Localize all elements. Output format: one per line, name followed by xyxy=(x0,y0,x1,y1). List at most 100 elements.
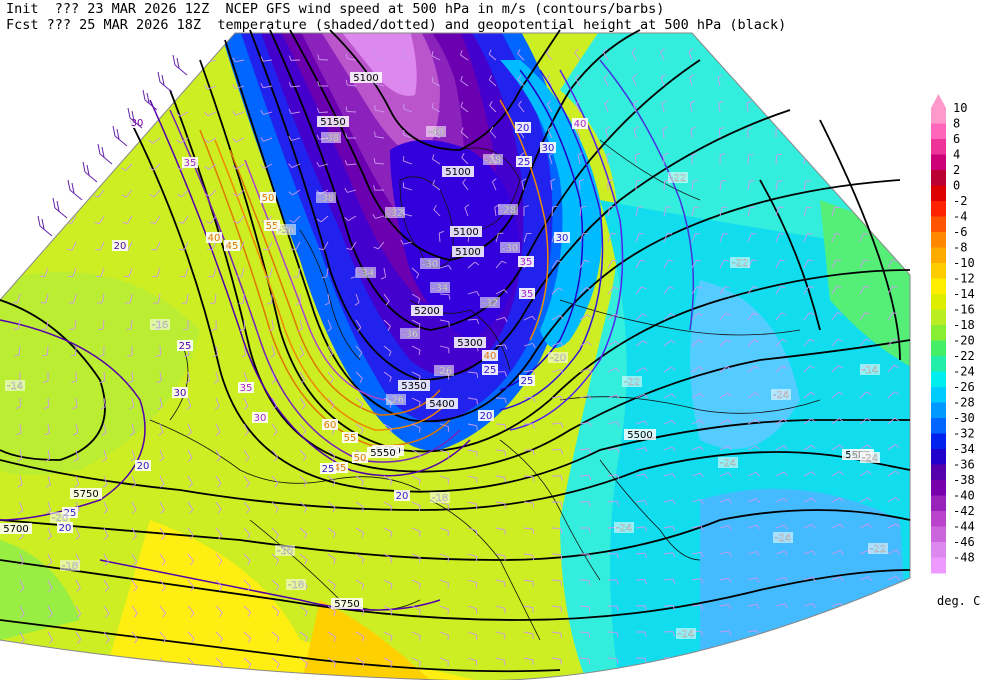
wind-barb xyxy=(831,550,841,555)
temp-label: -22 xyxy=(670,173,686,184)
wind-barb-flag xyxy=(129,406,134,410)
wind-barb xyxy=(635,393,645,399)
wind-barb xyxy=(243,631,251,639)
wind-barb-flag xyxy=(274,456,278,462)
wind-barb xyxy=(489,105,497,113)
wind-barb-flag xyxy=(774,74,780,78)
wind-barb xyxy=(75,475,80,485)
wind-barb-flag xyxy=(717,74,723,78)
wind-barb xyxy=(803,629,813,633)
wind-barb xyxy=(12,85,21,92)
wind-barb xyxy=(375,215,385,219)
wind-barb xyxy=(523,501,534,504)
wind-barb xyxy=(271,501,279,509)
wind-barb-flag xyxy=(588,368,592,373)
wind-barb xyxy=(576,129,581,139)
wind-barb xyxy=(179,59,189,64)
wind-barb-flag xyxy=(387,326,391,331)
wind-barb-flag xyxy=(184,354,190,358)
wind-barb xyxy=(467,553,477,557)
wind-barb-flag xyxy=(886,48,892,52)
wind-barb xyxy=(439,293,450,296)
wind-barb-flag xyxy=(838,365,843,369)
wind-barb-flag xyxy=(859,74,865,78)
wind-barb xyxy=(243,371,248,381)
wind-label-bg xyxy=(224,240,240,251)
wind-barb-flag xyxy=(896,655,900,660)
wind-barb-flag xyxy=(316,107,320,113)
wind-barb-flag xyxy=(867,576,872,581)
wind-barb xyxy=(411,319,421,325)
wind-barb-flag xyxy=(94,221,100,225)
wind-barb-flag xyxy=(133,561,138,566)
wind-barb xyxy=(886,50,889,61)
wind-barb xyxy=(103,527,109,537)
wind-barb xyxy=(691,446,701,451)
wind-barb xyxy=(124,137,133,145)
wind-barb xyxy=(269,267,273,277)
legend-label: -28 xyxy=(953,396,975,410)
wind-barb xyxy=(718,128,721,139)
wind-barb xyxy=(375,57,385,61)
wind-barb-flag xyxy=(644,473,648,479)
wind-barb-flag xyxy=(176,139,181,144)
wind-barb xyxy=(159,345,161,356)
wind-barb-flag xyxy=(839,444,844,449)
wind-barb-flag xyxy=(755,445,760,450)
wind-barb-flag xyxy=(432,154,435,160)
wind-label-bg xyxy=(320,463,336,474)
wind-barb-flag xyxy=(868,628,872,634)
wind-barb-flag xyxy=(840,629,844,635)
wind-barb-flag xyxy=(148,113,153,118)
wind-label-bg xyxy=(177,340,193,351)
wind-barb xyxy=(355,631,365,637)
wind-barb-flag xyxy=(783,418,788,423)
wind-barb-flag xyxy=(37,195,43,198)
wind-barb xyxy=(377,241,385,250)
wind-barb-flag xyxy=(577,152,583,156)
wind-barb xyxy=(207,111,217,117)
wind-contours xyxy=(0,59,695,611)
wind-barb-flag xyxy=(204,84,208,90)
wind-barb xyxy=(719,286,726,295)
wind-barb xyxy=(348,215,357,222)
wind-barb-flag xyxy=(866,391,872,395)
legend-swatch xyxy=(931,340,946,357)
wind-barb xyxy=(355,319,362,328)
wind-barb xyxy=(803,207,807,217)
wind-barb-flag xyxy=(122,221,128,225)
wind-barb-flag xyxy=(350,276,356,279)
wind-barb xyxy=(208,137,217,144)
wind-barb xyxy=(74,319,77,329)
wind-barb-flag xyxy=(380,276,386,280)
wind-barb-flag xyxy=(204,138,209,143)
temp-label-bg xyxy=(60,560,80,571)
wind-label-bg xyxy=(264,220,280,231)
wind-barb xyxy=(243,657,252,665)
wind-barb-flag xyxy=(690,126,696,130)
wind-barb xyxy=(691,286,698,295)
wind-barb-flag xyxy=(304,611,308,617)
wind-label: 40 xyxy=(484,351,497,362)
wind-label: 25 xyxy=(518,157,531,168)
wind-barb xyxy=(635,552,646,555)
wind-barb xyxy=(47,501,52,511)
wind-barb-flag xyxy=(131,483,136,488)
wind-barb xyxy=(411,423,421,429)
wind-barb-flag xyxy=(130,458,136,462)
wind-barb-flag xyxy=(72,406,78,410)
wind-barb-flag xyxy=(776,153,782,156)
temp-label-bg xyxy=(356,267,376,278)
wind-barb xyxy=(299,657,308,664)
wind-barb xyxy=(263,85,273,89)
wind-barb-flag xyxy=(811,444,816,449)
wind-barb-flag xyxy=(773,48,779,52)
wind-barb xyxy=(830,51,833,61)
wind-barb-flag xyxy=(728,630,732,636)
wind-barb-flag xyxy=(802,74,808,78)
wind-barb xyxy=(691,656,702,659)
wind-barb-flag xyxy=(64,60,69,65)
wind-barb xyxy=(327,527,336,534)
wind-barb xyxy=(40,111,49,119)
wind-barb-flag xyxy=(752,259,758,262)
